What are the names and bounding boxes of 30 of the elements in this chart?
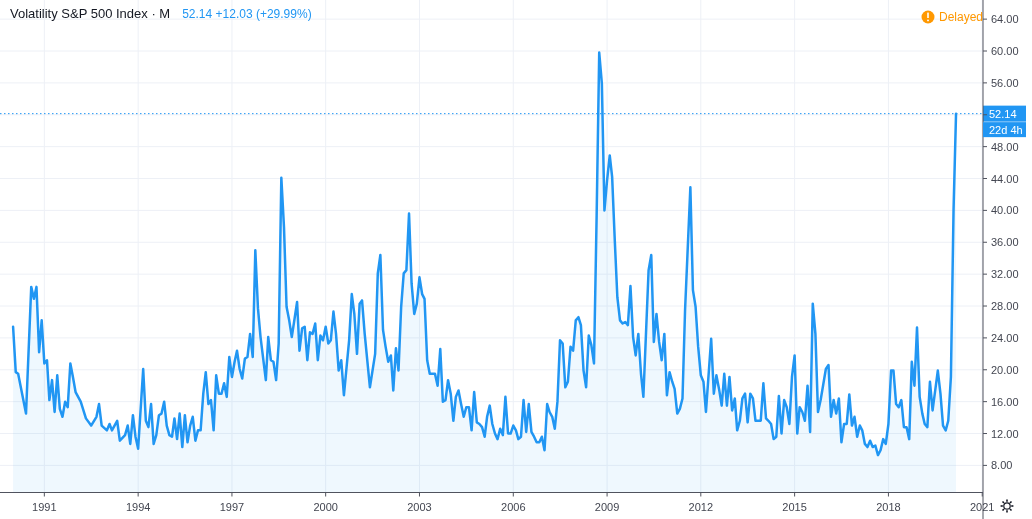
x-tick-label: 2003 [407,500,432,513]
x-tick-label: 1994 [125,500,151,513]
x-tick-label: 2021 [969,500,995,513]
x-tick-label: 2015 [782,500,807,513]
ref-line-label: 52.14 [989,107,1017,120]
x-tick-label: 2012 [688,500,714,513]
y-tick-label: 28.00 [991,300,1019,313]
y-tick-label: 32.00 [991,268,1019,281]
y-tick-label: 64.00 [991,13,1019,26]
x-tick-label: 2009 [594,500,620,513]
x-tick-label: 2018 [876,500,901,513]
y-tick-label: 12.00 [991,427,1019,440]
y-tick-label: 20.00 [991,363,1019,376]
y-tick-label: 56.00 [991,76,1019,89]
y-tick-label: 40.00 [991,204,1019,217]
x-tick-label: 1991 [32,500,57,513]
x-tick-label: 2000 [313,500,338,513]
x-tick-label: 1997 [219,500,245,513]
y-tick-label: 16.00 [991,395,1019,408]
y-tick-label: 8.00 [991,459,1013,472]
y-tick-label: 44.00 [991,172,1019,185]
annotation: Delayed [939,10,984,24]
text: Volatility S&P 500 Index · M [10,6,171,21]
y-tick-label: 36.00 [991,236,1019,249]
y-tick-label: 24.00 [991,331,1019,344]
text: 52.14 +12.03 (+29.99%) [182,7,312,21]
x-tick-label: 2006 [501,500,526,513]
y-tick-label: 48.00 [991,140,1019,153]
y-tick-label: 60.00 [991,45,1019,57]
text: 22d 4h [989,123,1023,136]
